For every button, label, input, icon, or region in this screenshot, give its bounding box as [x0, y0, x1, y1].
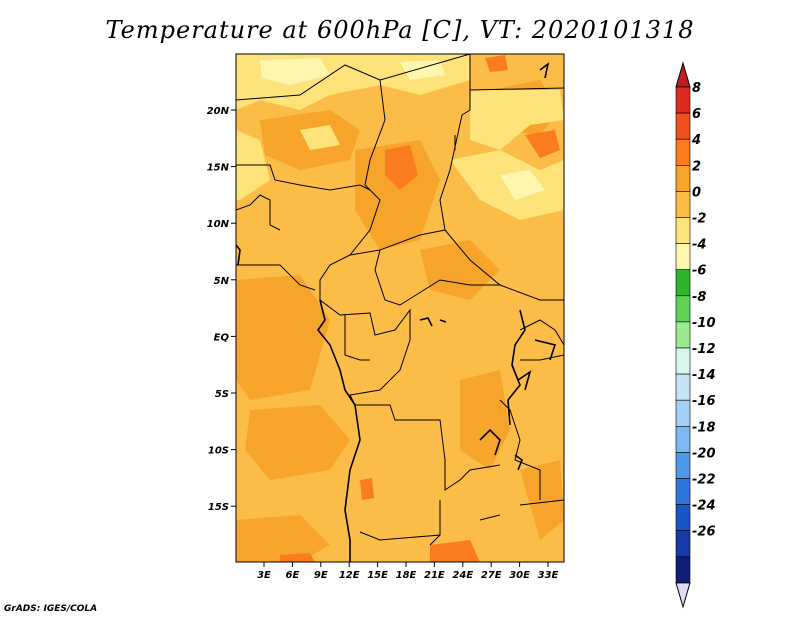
colorbar-label: 4 — [691, 133, 701, 148]
colorbar-label: -12 — [692, 342, 716, 357]
colorbar-label: -18 — [692, 420, 716, 435]
colorbar-label: -26 — [692, 525, 716, 540]
colorbar-segment — [675, 399, 691, 427]
colorbar-label: 8 — [692, 81, 701, 96]
colorbar-segment — [675, 425, 691, 453]
colorbar-segment — [675, 530, 691, 558]
colorbar-segment — [675, 347, 691, 375]
colorbar-segment — [675, 295, 691, 323]
colorbar-segment — [675, 373, 691, 401]
map-frame — [235, 53, 565, 563]
country-borders — [236, 54, 564, 546]
colorbar-segment — [675, 478, 691, 505]
colorbar-label: 0 — [692, 185, 701, 200]
lon-tick-label: 9E — [314, 570, 328, 581]
colorbar-segment — [675, 112, 691, 140]
temperature-field — [236, 54, 564, 562]
colorbar-label: -16 — [692, 394, 716, 409]
colorbar-segment — [675, 243, 691, 271]
lon-tick-label: 27E — [481, 570, 502, 581]
colorbar-segment — [675, 556, 691, 584]
lon-tick-label: 33E — [538, 570, 559, 581]
lat-tick-label: 15S — [208, 502, 229, 513]
lat-tick-label: 5S — [215, 389, 229, 400]
colorbar-label: -4 — [692, 238, 706, 253]
lon-tick-label: 30E — [509, 570, 530, 581]
latitude-axis: 20N 15N 10N 5N EQ 5S 10S 15S — [207, 106, 236, 513]
colorbar-top-cap — [675, 61, 691, 88]
longitude-axis: 3E 6E 9E 12E 15E 18E 21E 24E 27E 30E 33E — [257, 562, 559, 581]
lon-tick-label: 12E — [339, 570, 360, 581]
colorbar-segment — [675, 321, 691, 349]
colorbar: 8 6 4 2 0 -2 -4 -6 -8 -10 -12 -14 -16 -18 -20 -22 -24 -26 — [675, 61, 716, 609]
colorbar-label: -8 — [692, 290, 706, 305]
colorbar-segment — [675, 217, 691, 244]
lat-tick-label: 20N — [207, 106, 230, 117]
colorbar-label: -24 — [692, 499, 716, 514]
lat-tick-label: 15N — [207, 163, 230, 174]
lat-tick-label: 10N — [207, 219, 230, 230]
colorbar-label: -2 — [692, 212, 706, 227]
colorbar-label: 2 — [692, 159, 701, 174]
colorbar-segment — [675, 504, 691, 532]
grads-credit: GrADS: IGES/COLA — [4, 604, 98, 614]
colorbar-segment — [675, 165, 691, 192]
chart-title: Temperature at 600hPa [C], VT: 202010131… — [105, 16, 695, 44]
lon-tick-label: 15E — [367, 570, 388, 581]
field-4-to-6 — [280, 55, 560, 562]
colorbar-segment — [675, 269, 691, 297]
colorbar-segment — [675, 191, 691, 218]
colorbar-label: -22 — [692, 473, 716, 488]
field-minus2-to-0 — [260, 58, 545, 200]
lat-tick-label: EQ — [214, 332, 230, 343]
colorbar-label: 6 — [692, 107, 701, 122]
colorbar-segment — [675, 138, 691, 166]
colorbar-bottom-cap — [675, 582, 691, 609]
lon-tick-label: 24E — [452, 570, 473, 581]
colorbar-segment — [675, 452, 691, 479]
coastlines — [236, 62, 557, 562]
colorbar-label: -14 — [692, 368, 716, 383]
lon-tick-label: 6E — [286, 570, 300, 581]
lon-tick-label: 21E — [424, 570, 445, 581]
lon-tick-label: 18E — [396, 570, 417, 581]
colorbar-label: -20 — [692, 446, 716, 461]
colorbar-label: -6 — [692, 264, 706, 279]
lon-tick-label: 3E — [257, 570, 271, 581]
colorbar-label: -10 — [692, 316, 716, 331]
lat-tick-label: 5N — [214, 276, 230, 287]
lat-tick-label: 10S — [208, 446, 229, 457]
colorbar-segment — [675, 86, 691, 114]
